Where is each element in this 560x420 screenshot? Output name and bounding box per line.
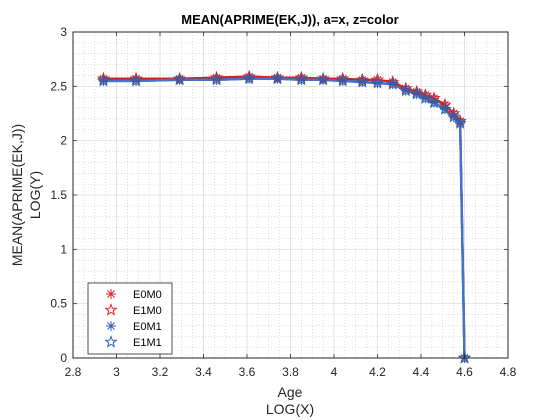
x-tick-label: 4.6 <box>456 365 473 379</box>
series-markers-e1m1 <box>96 71 472 364</box>
legend-label: E0M1 <box>133 321 162 333</box>
data-point <box>410 87 424 100</box>
x-axis-label: Age <box>278 384 303 400</box>
data-point <box>172 72 187 86</box>
y-axis-label: MEAN(APRIME(EK,J)) <box>9 124 25 266</box>
y-tick-label: 0 <box>60 351 67 365</box>
legend-marker <box>104 303 118 316</box>
data-point <box>447 109 461 123</box>
y-tick-label: 1 <box>60 242 67 256</box>
legend-entry-e0m0: E0M0 <box>106 289 162 301</box>
data-point <box>270 71 285 85</box>
data-point <box>242 71 256 85</box>
legend-marker <box>106 289 116 299</box>
y-axis-sublabel: LOG(Y) <box>27 171 43 219</box>
y-tick-label: 3 <box>60 25 67 39</box>
series-layer <box>96 69 472 364</box>
legend-label: E1M0 <box>133 305 162 317</box>
data-point <box>386 77 400 90</box>
y-tick-label: 0.5 <box>50 297 67 311</box>
legend-label: E0M0 <box>133 289 162 301</box>
data-point <box>370 76 385 89</box>
data-point <box>316 72 330 86</box>
legend-entry-e1m1: E1M1 <box>104 335 162 349</box>
x-tick-label: 4.8 <box>500 365 517 379</box>
data-point <box>399 83 413 97</box>
legend-entry-e1m0: E1M0 <box>104 303 162 317</box>
legend-label: E1M1 <box>133 337 162 349</box>
data-point <box>96 73 111 87</box>
legend-entry-e0m1: E0M1 <box>106 321 162 333</box>
x-tick-label: 3.6 <box>239 365 256 379</box>
x-axis-sublabel: LOG(X) <box>266 401 314 417</box>
data-point <box>453 116 467 129</box>
legend: E0M0 E1M0 E0M1 E1M1 <box>87 282 173 355</box>
legend-items: E0M0 E1M0 E0M1 E1M1 <box>104 289 162 349</box>
y-axis-ticks: 0 0.5 1 1.5 2 2.5 3 <box>50 25 508 365</box>
data-point <box>294 72 308 86</box>
legend-marker <box>106 321 116 331</box>
x-axis-ticks: 2.8 3 3.2 3.4 3.6 3.8 4 4.2 4.4 4.6 4.8 <box>65 32 517 379</box>
data-point <box>438 102 452 115</box>
x-tick-label: 3 <box>113 365 120 379</box>
x-tick-label: 3.8 <box>282 365 299 379</box>
y-tick-label: 1.5 <box>50 188 67 202</box>
x-tick-label: 3.2 <box>152 365 169 379</box>
x-tick-label: 4.4 <box>413 365 430 379</box>
data-point <box>427 95 441 109</box>
data-point <box>209 72 224 86</box>
y-tick-label: 2.5 <box>50 79 67 93</box>
data-point <box>129 73 143 87</box>
x-tick-label: 3.4 <box>195 365 212 379</box>
x-tick-label: 2.8 <box>65 365 82 379</box>
series-line-e1m0 <box>103 75 466 359</box>
legend-box <box>87 282 173 355</box>
data-point <box>418 91 432 104</box>
x-tick-label: 4.2 <box>369 365 386 379</box>
x-tick-label: 4 <box>331 365 338 379</box>
chart-title: MEAN(APRIME(EK,J)), a=x, z=color <box>181 12 398 27</box>
data-point <box>355 75 369 88</box>
data-point <box>336 73 350 87</box>
y-tick-label: 2 <box>60 134 67 148</box>
legend-marker <box>104 335 118 348</box>
data-point <box>457 351 472 364</box>
